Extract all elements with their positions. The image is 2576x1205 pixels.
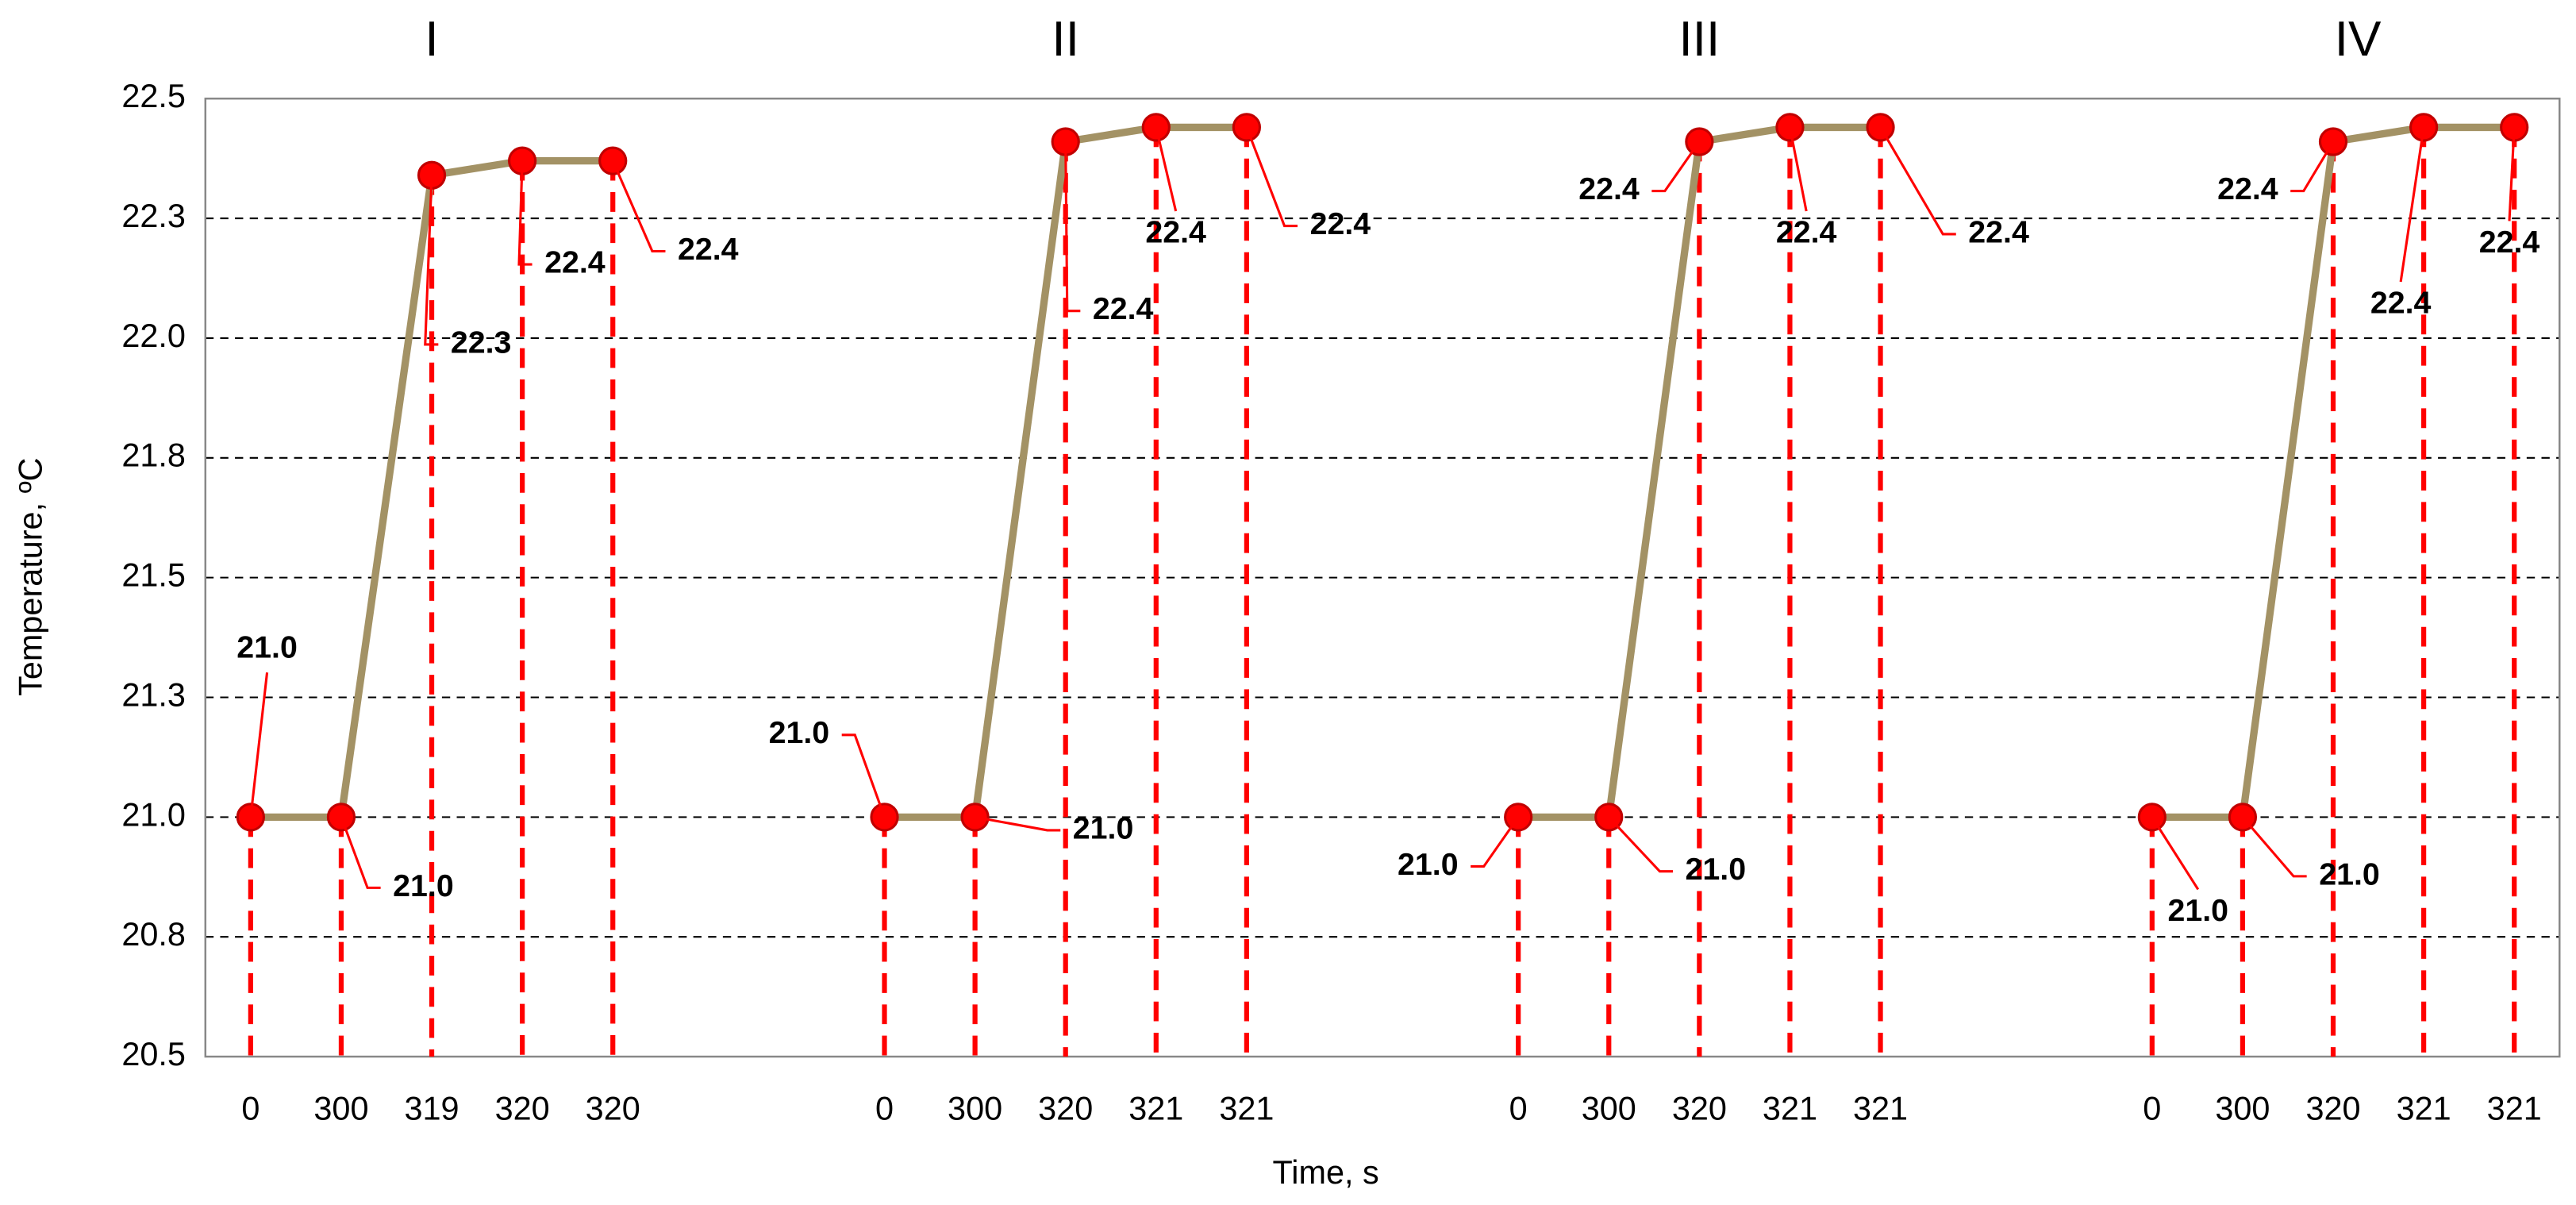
leader-line <box>975 815 1061 832</box>
leader-line <box>2151 816 2200 891</box>
x-tick-label: 321 <box>1853 1090 1908 1126</box>
x-tick-label: 300 <box>1582 1090 1636 1126</box>
x-tick-label: 0 <box>2143 1090 2161 1126</box>
y-tick-label: 21.8 <box>121 437 186 474</box>
leader-line <box>2290 141 2335 193</box>
data-label: 22.4 <box>1310 206 1371 241</box>
data-label: 22.4 <box>2217 171 2278 206</box>
leader-line <box>1651 141 1701 193</box>
x-tick-label: 319 <box>405 1090 459 1126</box>
group-label: III <box>1678 12 1720 67</box>
x-tick-label: 320 <box>586 1090 640 1126</box>
x-tick-label: 320 <box>2305 1090 2360 1126</box>
group-label: II <box>1052 12 1079 67</box>
x-tick-label: 321 <box>1763 1090 1817 1126</box>
x-tick-label: 320 <box>495 1090 550 1126</box>
data-label: 21.0 <box>2319 857 2380 891</box>
leader-line <box>517 160 533 266</box>
marker <box>598 146 628 175</box>
data-label: 22.3 <box>451 325 512 360</box>
x-tick-label: 321 <box>1219 1090 1274 1126</box>
data-label: 21.0 <box>1073 810 1134 845</box>
y-axis-title: Temperature, ºC <box>12 457 48 695</box>
data-label: 22.4 <box>2479 225 2540 260</box>
plot-frame <box>204 97 2561 1058</box>
leader-line <box>2241 816 2307 878</box>
leader-line <box>2508 127 2516 221</box>
leader-line <box>841 733 886 818</box>
marker <box>2318 127 2348 156</box>
data-label: 22.4 <box>1145 214 1206 249</box>
data-label: 21.0 <box>236 630 298 665</box>
x-tick-label: 321 <box>2397 1090 2451 1126</box>
data-label: 21.0 <box>2168 893 2229 928</box>
x-tick-label: 321 <box>1128 1090 1183 1126</box>
leader-line <box>1788 127 1808 212</box>
marker <box>1685 127 1714 156</box>
data-label: 22.4 <box>544 244 606 279</box>
x-axis-title: Time, s <box>1273 1154 1379 1191</box>
marker <box>326 803 356 832</box>
leader-line <box>1608 816 1673 873</box>
x-tick-label: 0 <box>1509 1090 1528 1126</box>
x-tick-label: 320 <box>1038 1090 1093 1126</box>
data-label: 21.0 <box>769 715 830 750</box>
data-label: 22.4 <box>1093 291 1154 326</box>
x-tick-label: 300 <box>948 1090 1002 1126</box>
leader-line <box>2399 127 2425 283</box>
leader-line <box>1471 816 1520 868</box>
data-label: 21.0 <box>1398 847 1459 882</box>
data-label: 22.4 <box>678 232 739 267</box>
data-label: 21.0 <box>393 868 454 903</box>
leader-line <box>1245 126 1298 228</box>
leader-line <box>1155 127 1178 212</box>
marker <box>1504 803 1533 832</box>
y-tick-label: 22.0 <box>121 318 186 354</box>
leader-line <box>1879 126 1956 236</box>
x-tick-label: 0 <box>875 1090 894 1126</box>
leader-line <box>340 816 381 889</box>
y-tick-label: 20.8 <box>121 916 186 953</box>
leader-line <box>249 672 269 818</box>
leader-line <box>1064 141 1081 313</box>
marker <box>2137 803 2167 832</box>
y-tick-label: 21.3 <box>121 676 186 713</box>
data-label: 21.0 <box>1686 852 1747 887</box>
y-tick-label: 21.5 <box>121 557 186 594</box>
group-label: IV <box>2335 12 2382 67</box>
data-label: 22.4 <box>2370 285 2432 320</box>
x-tick-label: 0 <box>241 1090 260 1126</box>
leader-line <box>611 160 666 253</box>
y-tick-label: 22.3 <box>121 198 186 234</box>
x-tick-label: 300 <box>2215 1090 2270 1126</box>
leader-line <box>424 175 439 346</box>
y-tick-label: 21.0 <box>121 796 186 833</box>
data-label: 22.4 <box>1776 214 1837 249</box>
group-label: I <box>425 12 438 67</box>
x-tick-label: 321 <box>2487 1090 2542 1126</box>
y-tick-label: 22.5 <box>121 78 186 114</box>
marker <box>960 803 990 832</box>
x-tick-label: 320 <box>1672 1090 1727 1126</box>
x-tick-label: 300 <box>313 1090 368 1126</box>
data-label: 22.4 <box>1578 171 1640 206</box>
data-label: 22.4 <box>1968 214 2029 249</box>
y-tick-label: 20.5 <box>121 1036 186 1072</box>
